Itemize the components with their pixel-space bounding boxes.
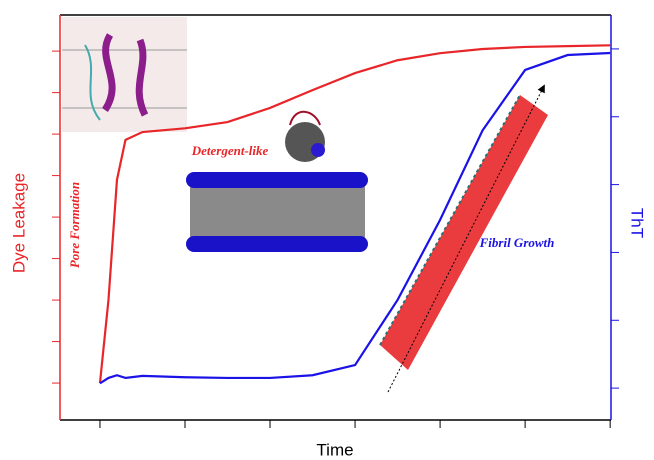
annotation: Detergent-like	[191, 143, 269, 158]
series-line	[99, 51, 611, 385]
annotation: Pore Formation	[67, 182, 82, 268]
lipid-bilayer-image	[186, 172, 368, 252]
x-axis-label: Time	[316, 440, 353, 459]
membrane-pore-image	[62, 17, 187, 132]
y-axis-label: Dye Leakage	[9, 173, 28, 273]
detergent-micelle-image	[285, 110, 325, 162]
y2-axis-label: ThT	[628, 208, 647, 238]
series-line	[98, 44, 611, 384]
fibril-image	[379, 84, 548, 393]
annotation: Fibril Growth	[479, 235, 555, 250]
